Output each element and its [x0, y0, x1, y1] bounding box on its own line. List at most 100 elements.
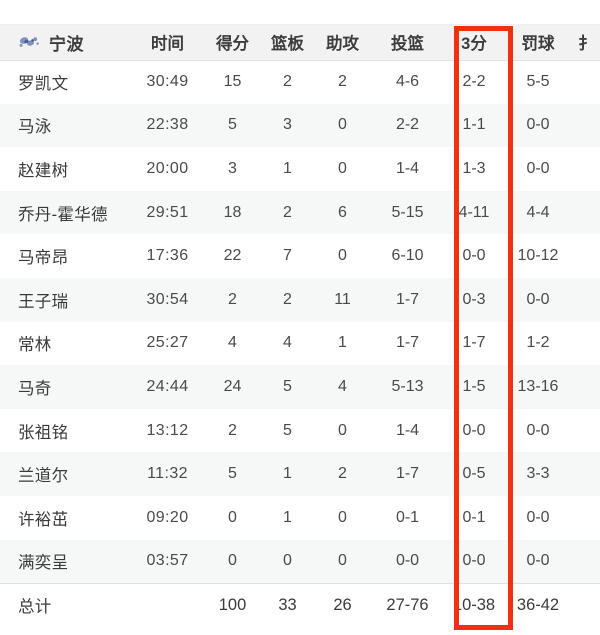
- player-three-pointers: 0-0: [462, 421, 486, 439]
- player-assists: 2: [338, 73, 347, 91]
- player-field-goals: 1-4: [395, 421, 420, 439]
- player-rebounds: 4: [283, 334, 292, 352]
- player-name[interactable]: 罗凯文: [18, 75, 69, 94]
- player-minutes: 25:27: [146, 334, 189, 352]
- player-name[interactable]: 许裕茁: [18, 510, 69, 529]
- column-header-team[interactable]: 宁波: [0, 25, 130, 61]
- table-row[interactable]: 马泳 22:38 5 3 0 2-2 1-1 0-0: [0, 103, 600, 148]
- player-name[interactable]: 马泳: [18, 118, 52, 137]
- total-rebounds: 33: [278, 595, 297, 614]
- player-name[interactable]: 张祖铭: [18, 423, 69, 442]
- player-free-throws: 13-16: [517, 377, 559, 395]
- player-rebounds: 0: [283, 552, 292, 570]
- player-name[interactable]: 兰道尔: [18, 467, 69, 486]
- player-three-pointers: 0-0: [462, 247, 486, 265]
- table-row[interactable]: 许裕茁 09:20 0 1 0 0-1 0-1 0-0: [0, 495, 600, 540]
- player-free-throws: 0-0: [526, 116, 550, 134]
- player-free-throws: 10-12: [517, 247, 559, 265]
- column-header-free-throws[interactable]: 罚球: [503, 25, 573, 61]
- total-points: 100: [218, 595, 247, 614]
- player-field-goals: 0-1: [395, 508, 420, 526]
- column-header-partial[interactable]: 扌: [573, 25, 600, 61]
- table-row[interactable]: 王子瑞 30:54 2 2 11 1-7 0-3 0-0: [0, 277, 600, 322]
- player-rebounds: 5: [283, 421, 292, 439]
- player-points: 0: [228, 508, 237, 526]
- table-row[interactable]: 马奇 24:44 24 5 4 5-13 1-5 13-16: [0, 365, 600, 409]
- player-three-pointers: 1-3: [462, 159, 486, 177]
- player-extra: [573, 365, 600, 409]
- player-name[interactable]: 乔丹-霍华德: [18, 205, 108, 224]
- player-free-throws: 4-4: [526, 203, 550, 221]
- player-three-pointers: 0-0: [462, 552, 486, 570]
- player-name[interactable]: 赵建树: [18, 161, 69, 180]
- player-minutes: 20:00: [146, 159, 189, 177]
- player-name[interactable]: 常林: [18, 336, 52, 355]
- player-free-throws: 3-3: [526, 465, 550, 483]
- table-row[interactable]: 满奕呈 03:57 0 0 0 0-0 0-0 0-0: [0, 539, 600, 584]
- player-field-goals: 1-4: [395, 159, 420, 177]
- team-name-label: 宁波: [49, 34, 84, 54]
- player-points: 18: [223, 203, 242, 221]
- player-free-throws: 0-0: [526, 508, 550, 526]
- player-rebounds: 2: [283, 290, 292, 308]
- player-three-pointers: 1-1: [462, 116, 486, 134]
- table-body: 罗凯文 30:49 15 2 2 4-6 2-2 5-5 马泳 22:38 5 …: [0, 60, 600, 627]
- player-rebounds: 5: [283, 377, 292, 395]
- player-points: 24: [223, 377, 242, 395]
- player-points: 15: [223, 73, 242, 91]
- player-extra: [573, 147, 600, 191]
- player-rebounds: 3: [283, 116, 292, 134]
- player-extra: [573, 191, 600, 235]
- player-assists: 0: [338, 159, 347, 177]
- player-minutes: 17:36: [146, 247, 189, 265]
- column-header-field-goals[interactable]: 投篮: [370, 25, 445, 61]
- player-assists: 2: [338, 465, 347, 483]
- table-row[interactable]: 罗凯文 30:49 15 2 2 4-6 2-2 5-5: [0, 60, 600, 104]
- player-points: 3: [228, 159, 237, 177]
- total-three-pointers: 10-38: [452, 595, 496, 614]
- table-header: 宁波 时间 得分 篮板 助攻 投篮 3分 罚球 扌: [0, 25, 600, 61]
- player-free-throws: 0-0: [526, 159, 550, 177]
- player-field-goals: 4-6: [395, 73, 420, 91]
- total-field-goals: 27-76: [386, 595, 429, 614]
- player-field-goals: 0-0: [395, 552, 420, 570]
- player-free-throws: 1-2: [526, 334, 550, 352]
- player-rebounds: 1: [283, 159, 292, 177]
- player-assists: 0: [338, 508, 347, 526]
- player-field-goals: 6-10: [391, 247, 424, 265]
- player-rebounds: 1: [283, 465, 292, 483]
- column-header-points[interactable]: 得分: [205, 25, 260, 61]
- total-label: 总计: [18, 598, 52, 617]
- player-points: 5: [228, 116, 237, 134]
- table-row[interactable]: 乔丹-霍华德 29:51 18 2 6 5-15 4-11 4-4: [0, 190, 600, 235]
- player-name[interactable]: 马奇: [18, 379, 52, 398]
- player-assists: 0: [338, 247, 347, 265]
- player-rebounds: 2: [283, 203, 292, 221]
- player-three-pointers: 1-5: [462, 377, 486, 395]
- table-row[interactable]: 马帝昂 17:36 22 7 0 6-10 0-0 10-12: [0, 234, 600, 278]
- player-name[interactable]: 马帝昂: [18, 249, 69, 268]
- player-name[interactable]: 满奕呈: [18, 554, 69, 573]
- player-assists: 0: [338, 552, 347, 570]
- player-minutes: 30:54: [146, 290, 189, 308]
- player-points: 5: [228, 465, 237, 483]
- player-rebounds: 2: [283, 73, 292, 91]
- table-row[interactable]: 张祖铭 13:12 2 5 0 1-4 0-0 0-0: [0, 408, 600, 453]
- table-row[interactable]: 赵建树 20:00 3 1 0 1-4 1-3 0-0: [0, 147, 600, 191]
- player-extra: [573, 278, 600, 322]
- total-assists: 26: [333, 595, 352, 614]
- player-points: 22: [223, 247, 242, 265]
- table-row[interactable]: 兰道尔 11:32 5 1 2 1-7 0-5 3-3: [0, 452, 600, 496]
- column-header-minutes[interactable]: 时间: [130, 25, 205, 61]
- player-assists: 6: [338, 203, 347, 221]
- player-minutes: 29:51: [146, 203, 189, 221]
- column-header-three-pointers[interactable]: 3分: [445, 25, 503, 61]
- player-name[interactable]: 王子瑞: [18, 292, 69, 311]
- player-rebounds: 1: [283, 508, 292, 526]
- total-extra: [573, 583, 600, 627]
- table-row[interactable]: 常林 25:27 4 4 1 1-7 1-7 1-2: [0, 321, 600, 366]
- player-minutes: 09:20: [146, 508, 189, 526]
- player-minutes: 03:57: [146, 552, 189, 570]
- column-header-assists[interactable]: 助攻: [315, 25, 370, 61]
- column-header-rebounds[interactable]: 篮板: [260, 25, 315, 61]
